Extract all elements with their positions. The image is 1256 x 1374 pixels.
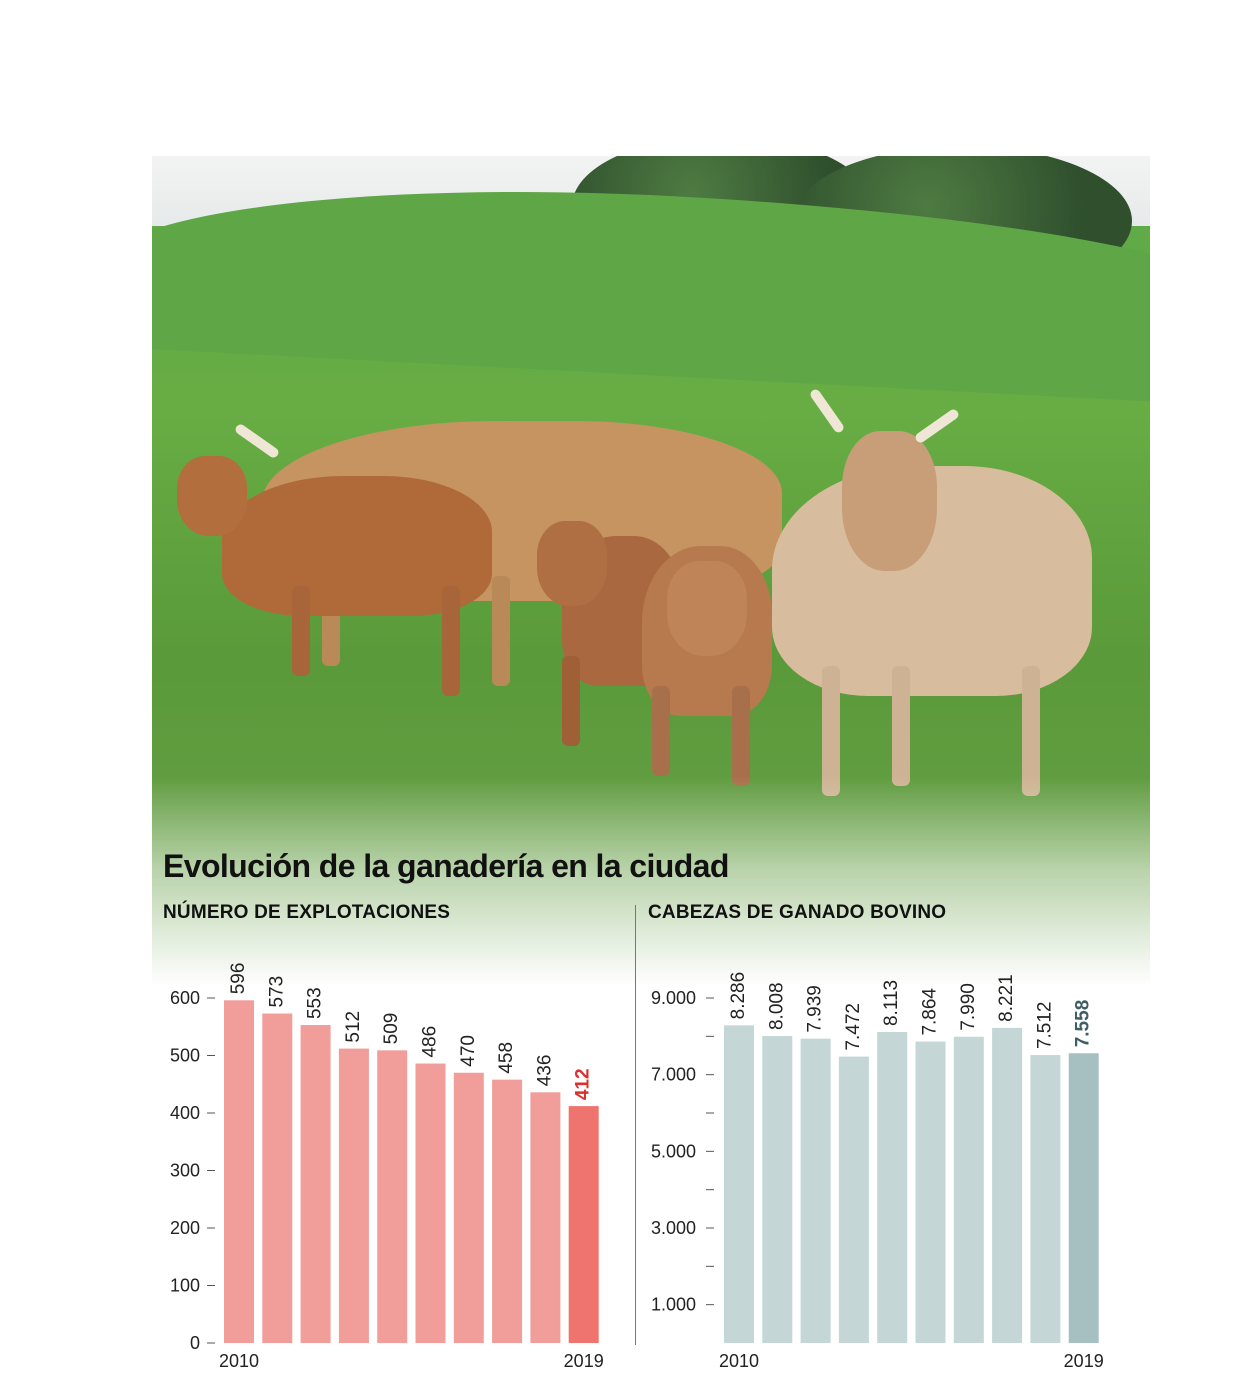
bovino-value-label: 7.990 [958,983,979,1031]
calf-leg [442,586,460,696]
explotaciones-value-label: 436 [534,1055,555,1087]
explotaciones-bar [568,1106,599,1343]
calf-leg [732,686,750,786]
cattle-photo [152,156,1150,986]
bovino-bar [953,1036,984,1343]
bovino-bar [762,1036,793,1343]
bovino-ytick-label: 1.000 [651,1295,696,1315]
bovino-bar [1030,1055,1061,1343]
explotaciones-bar [300,1025,331,1343]
explotaciones-bar [492,1079,523,1343]
explotaciones-ytick-label: 600 [170,988,200,1008]
horn [913,407,961,445]
bovino-ytick-label: 7.000 [651,1065,696,1085]
explotaciones-bar [338,1048,369,1343]
cow-head [842,431,937,571]
bovino-value-label: 8.113 [881,980,902,1026]
chart-title-bovino: CABEZAS DE GANADO BOVINO [648,902,947,923]
explotaciones-bar [453,1072,484,1343]
bovino-ytick-label: 3.000 [651,1218,696,1238]
cow-leg [492,576,510,686]
calf-leg [562,656,580,746]
bovino-value-label: 8.286 [728,972,749,1020]
bovino-value-label: 7.512 [1034,1001,1055,1049]
page-title: Evolución de la ganadería en la ciudad [163,848,729,884]
photo-fade [152,776,1150,986]
explotaciones-ytick-label: 500 [170,1046,200,1066]
explotaciones-bar [262,1013,293,1343]
bovino-value-label: 7.939 [805,985,826,1033]
explotaciones-xtick-label: 2019 [564,1351,604,1371]
explotaciones-ytick-label: 100 [170,1276,200,1296]
bovino-bar [1068,1053,1099,1343]
explotaciones-value-label: 553 [305,987,326,1019]
explotaciones-ytick-label: 300 [170,1161,200,1181]
explotaciones-value-label: 596 [228,963,249,995]
chart-title-explotaciones: NÚMERO DE EXPLOTACIONES [163,902,451,923]
explotaciones-ytick-label: 400 [170,1103,200,1123]
explotaciones-bar [224,1000,254,1343]
bovino-bar [992,1027,1023,1343]
explotaciones-value-label: 412 [573,1068,594,1100]
bovino-value-label: 7.472 [843,1003,864,1051]
cow-leg [892,666,910,786]
explotaciones-value-label: 512 [343,1011,364,1043]
calf-head [177,456,247,536]
explotaciones-value-label: 486 [420,1026,441,1058]
bovino-value-label: 8.008 [766,982,787,1030]
explotaciones-value-label: 509 [381,1013,402,1045]
calf-leg [652,686,670,776]
bovino-bar [800,1038,831,1343]
bovino-value-label: 7.558 [1073,1000,1094,1048]
horn [808,387,846,435]
bovino-ytick-label: 5.000 [651,1141,696,1161]
horn [233,422,281,460]
explotaciones-ytick-label: 200 [170,1218,200,1238]
bovino-bar [724,1025,754,1343]
explotaciones-bar [530,1092,561,1343]
chart-bovino: 1.000 3.000 5.000 7.000 9.000 8.286 8.008 7.939… [651,972,1104,1371]
bovino-xtick-label: 2010 [719,1351,759,1371]
chart-divider [635,905,636,1345]
bovino-value-label: 7.864 [920,988,941,1036]
bovino-bar [838,1056,869,1343]
chart-explotaciones: 0 100 200 300 400 500 600 596 573 553 512 509 486 470… [170,963,604,1371]
bovino-bar [877,1032,908,1343]
bovino-ytick-label: 9.000 [651,988,696,1008]
calf-leg [292,586,310,676]
explotaciones-bar [415,1063,446,1343]
cow-leg [1022,666,1040,796]
explotaciones-ytick-label: 0 [190,1333,200,1353]
bovino-value-label: 8.221 [996,974,1017,1022]
explotaciones-value-label: 458 [496,1042,517,1074]
calf-head [667,561,747,656]
bovino-xtick-label: 2019 [1064,1351,1104,1371]
explotaciones-value-label: 470 [458,1035,479,1067]
bovino-bar [915,1041,946,1343]
cow-leg [822,666,840,796]
calf-head [537,521,607,606]
explotaciones-bar [377,1050,408,1343]
explotaciones-value-label: 573 [266,976,287,1008]
explotaciones-xtick-label: 2010 [219,1351,259,1371]
